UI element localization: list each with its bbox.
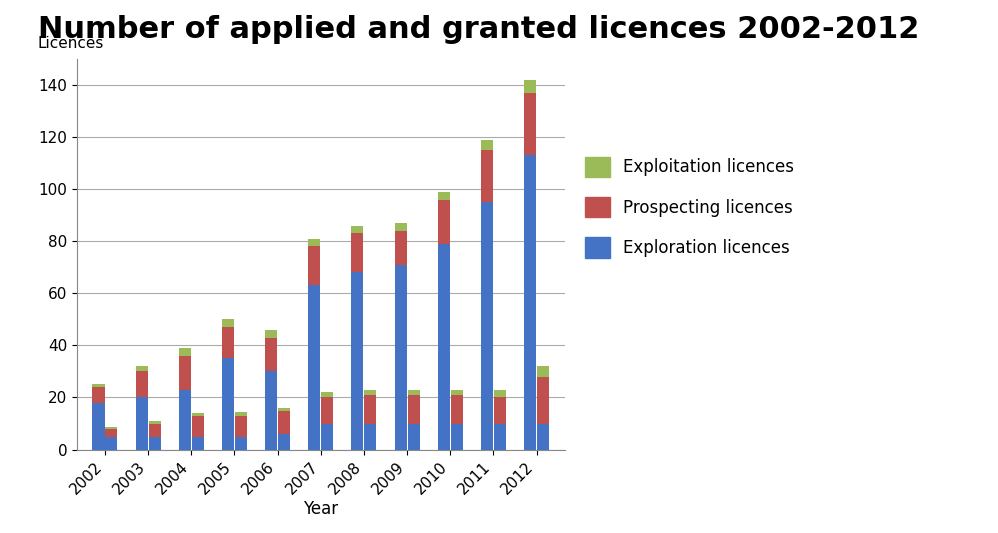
Text: Licences: Licences [38,36,104,51]
Bar [106,437,118,449]
X-axis label: Year: Year [303,500,338,518]
Bar [451,390,463,395]
Bar [179,356,191,390]
Bar [351,233,363,272]
Bar [222,327,234,358]
Bar [438,244,450,449]
Bar [524,79,536,93]
Bar [494,424,506,449]
Bar [321,398,333,424]
Bar [537,424,549,449]
Bar [321,424,333,449]
Bar [192,437,204,449]
Bar [394,264,406,449]
Bar [222,319,234,327]
Bar [351,272,363,449]
Bar [136,366,148,372]
Bar [407,390,419,395]
Bar [537,377,549,424]
Bar [106,429,118,437]
Bar [308,246,320,286]
Bar [93,384,105,387]
Bar [407,424,419,449]
Bar [364,424,376,449]
Bar [351,225,363,233]
Bar [438,192,450,199]
Bar [136,398,148,449]
Bar [481,140,493,150]
Bar [308,286,320,449]
Bar [235,416,247,437]
Bar [222,358,234,449]
Bar [451,395,463,424]
Bar [93,387,105,403]
Bar [179,348,191,356]
Bar [149,424,161,437]
Bar [481,202,493,449]
Bar [278,434,290,449]
Bar [364,390,376,395]
Bar [278,408,290,410]
Bar [149,421,161,424]
Bar [235,412,247,416]
Bar [265,372,277,449]
Bar [192,416,204,437]
Bar [438,199,450,244]
Bar [394,223,406,231]
Bar [278,410,290,434]
Bar [149,437,161,449]
Text: Number of applied and granted licences 2002-2012: Number of applied and granted licences 2… [38,15,919,44]
Bar [494,390,506,398]
Bar [265,337,277,372]
Bar [308,239,320,246]
Bar [364,395,376,424]
Bar [524,93,536,155]
Bar [93,403,105,449]
Bar [265,330,277,337]
Bar [192,413,204,416]
Bar [524,155,536,449]
Bar [494,398,506,424]
Bar [106,427,118,429]
Bar [481,150,493,202]
Bar [235,437,247,449]
Bar [321,392,333,398]
Bar [537,366,549,377]
Bar [179,390,191,449]
Bar [394,231,406,264]
Bar [451,424,463,449]
Bar [407,395,419,424]
Legend: Exploitation licences, Prospecting licences, Exploration licences: Exploitation licences, Prospecting licen… [578,150,800,264]
Bar [136,372,148,398]
